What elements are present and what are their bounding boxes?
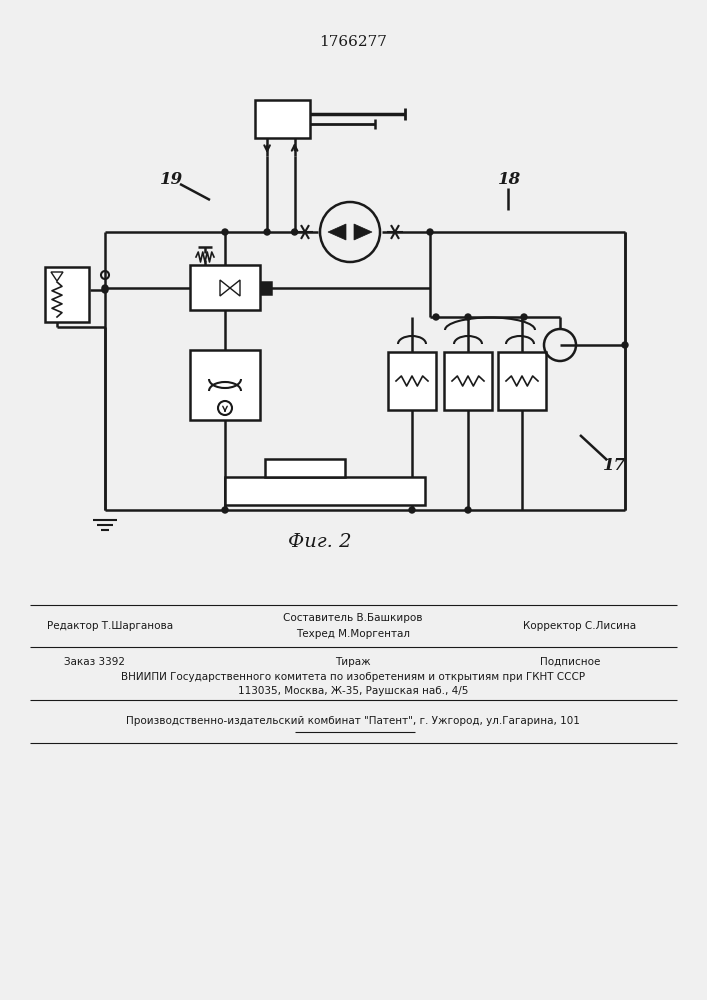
Text: Редактор Т.Шарганова: Редактор Т.Шарганова bbox=[47, 621, 173, 631]
Text: 1766277: 1766277 bbox=[319, 35, 387, 49]
Circle shape bbox=[521, 314, 527, 320]
Polygon shape bbox=[354, 224, 372, 240]
Polygon shape bbox=[230, 280, 240, 296]
Circle shape bbox=[433, 314, 439, 320]
Bar bbox=[45, 267, 89, 322]
Text: Заказ 3392: Заказ 3392 bbox=[64, 657, 126, 667]
Text: Техред М.Моргентал: Техред М.Моргентал bbox=[296, 629, 410, 639]
Polygon shape bbox=[328, 224, 346, 240]
Text: 19: 19 bbox=[160, 172, 184, 188]
Circle shape bbox=[427, 229, 433, 235]
Text: ВНИИПИ Государственного комитета по изобретениям и открытиям при ГКНТ СССР: ВНИИПИ Государственного комитета по изоб… bbox=[121, 672, 585, 682]
Circle shape bbox=[409, 507, 415, 513]
Circle shape bbox=[291, 229, 298, 235]
Circle shape bbox=[465, 507, 471, 513]
Polygon shape bbox=[51, 272, 63, 281]
Circle shape bbox=[222, 507, 228, 513]
Text: 18: 18 bbox=[498, 172, 522, 188]
Polygon shape bbox=[220, 280, 230, 296]
Circle shape bbox=[264, 229, 270, 235]
Text: 113035, Москва, Ж-35, Раушская наб., 4/5: 113035, Москва, Ж-35, Раушская наб., 4/5 bbox=[238, 686, 468, 696]
Text: Тираж: Тираж bbox=[335, 657, 370, 667]
Circle shape bbox=[465, 314, 471, 320]
Bar bbox=[265, 459, 345, 477]
Bar bbox=[444, 352, 492, 410]
Bar bbox=[261, 282, 271, 294]
Circle shape bbox=[222, 229, 228, 235]
Bar bbox=[190, 350, 260, 420]
Circle shape bbox=[102, 287, 108, 293]
Text: 17: 17 bbox=[603, 456, 626, 474]
Text: Подписное: Подписное bbox=[540, 657, 600, 667]
Bar bbox=[498, 352, 546, 410]
Circle shape bbox=[622, 342, 628, 348]
Text: Корректор С.Лисина: Корректор С.Лисина bbox=[523, 621, 636, 631]
Bar bbox=[255, 100, 310, 138]
Bar bbox=[388, 352, 436, 410]
Bar bbox=[225, 477, 425, 505]
Text: Составитель В.Башкиров: Составитель В.Башкиров bbox=[284, 613, 423, 623]
Text: Фиг. 2: Фиг. 2 bbox=[288, 533, 352, 551]
Text: Производственно-издательский комбинат "Патент", г. Ужгород, ул.Гагарина, 101: Производственно-издательский комбинат "П… bbox=[126, 716, 580, 726]
Bar bbox=[190, 265, 260, 310]
Circle shape bbox=[102, 285, 108, 291]
